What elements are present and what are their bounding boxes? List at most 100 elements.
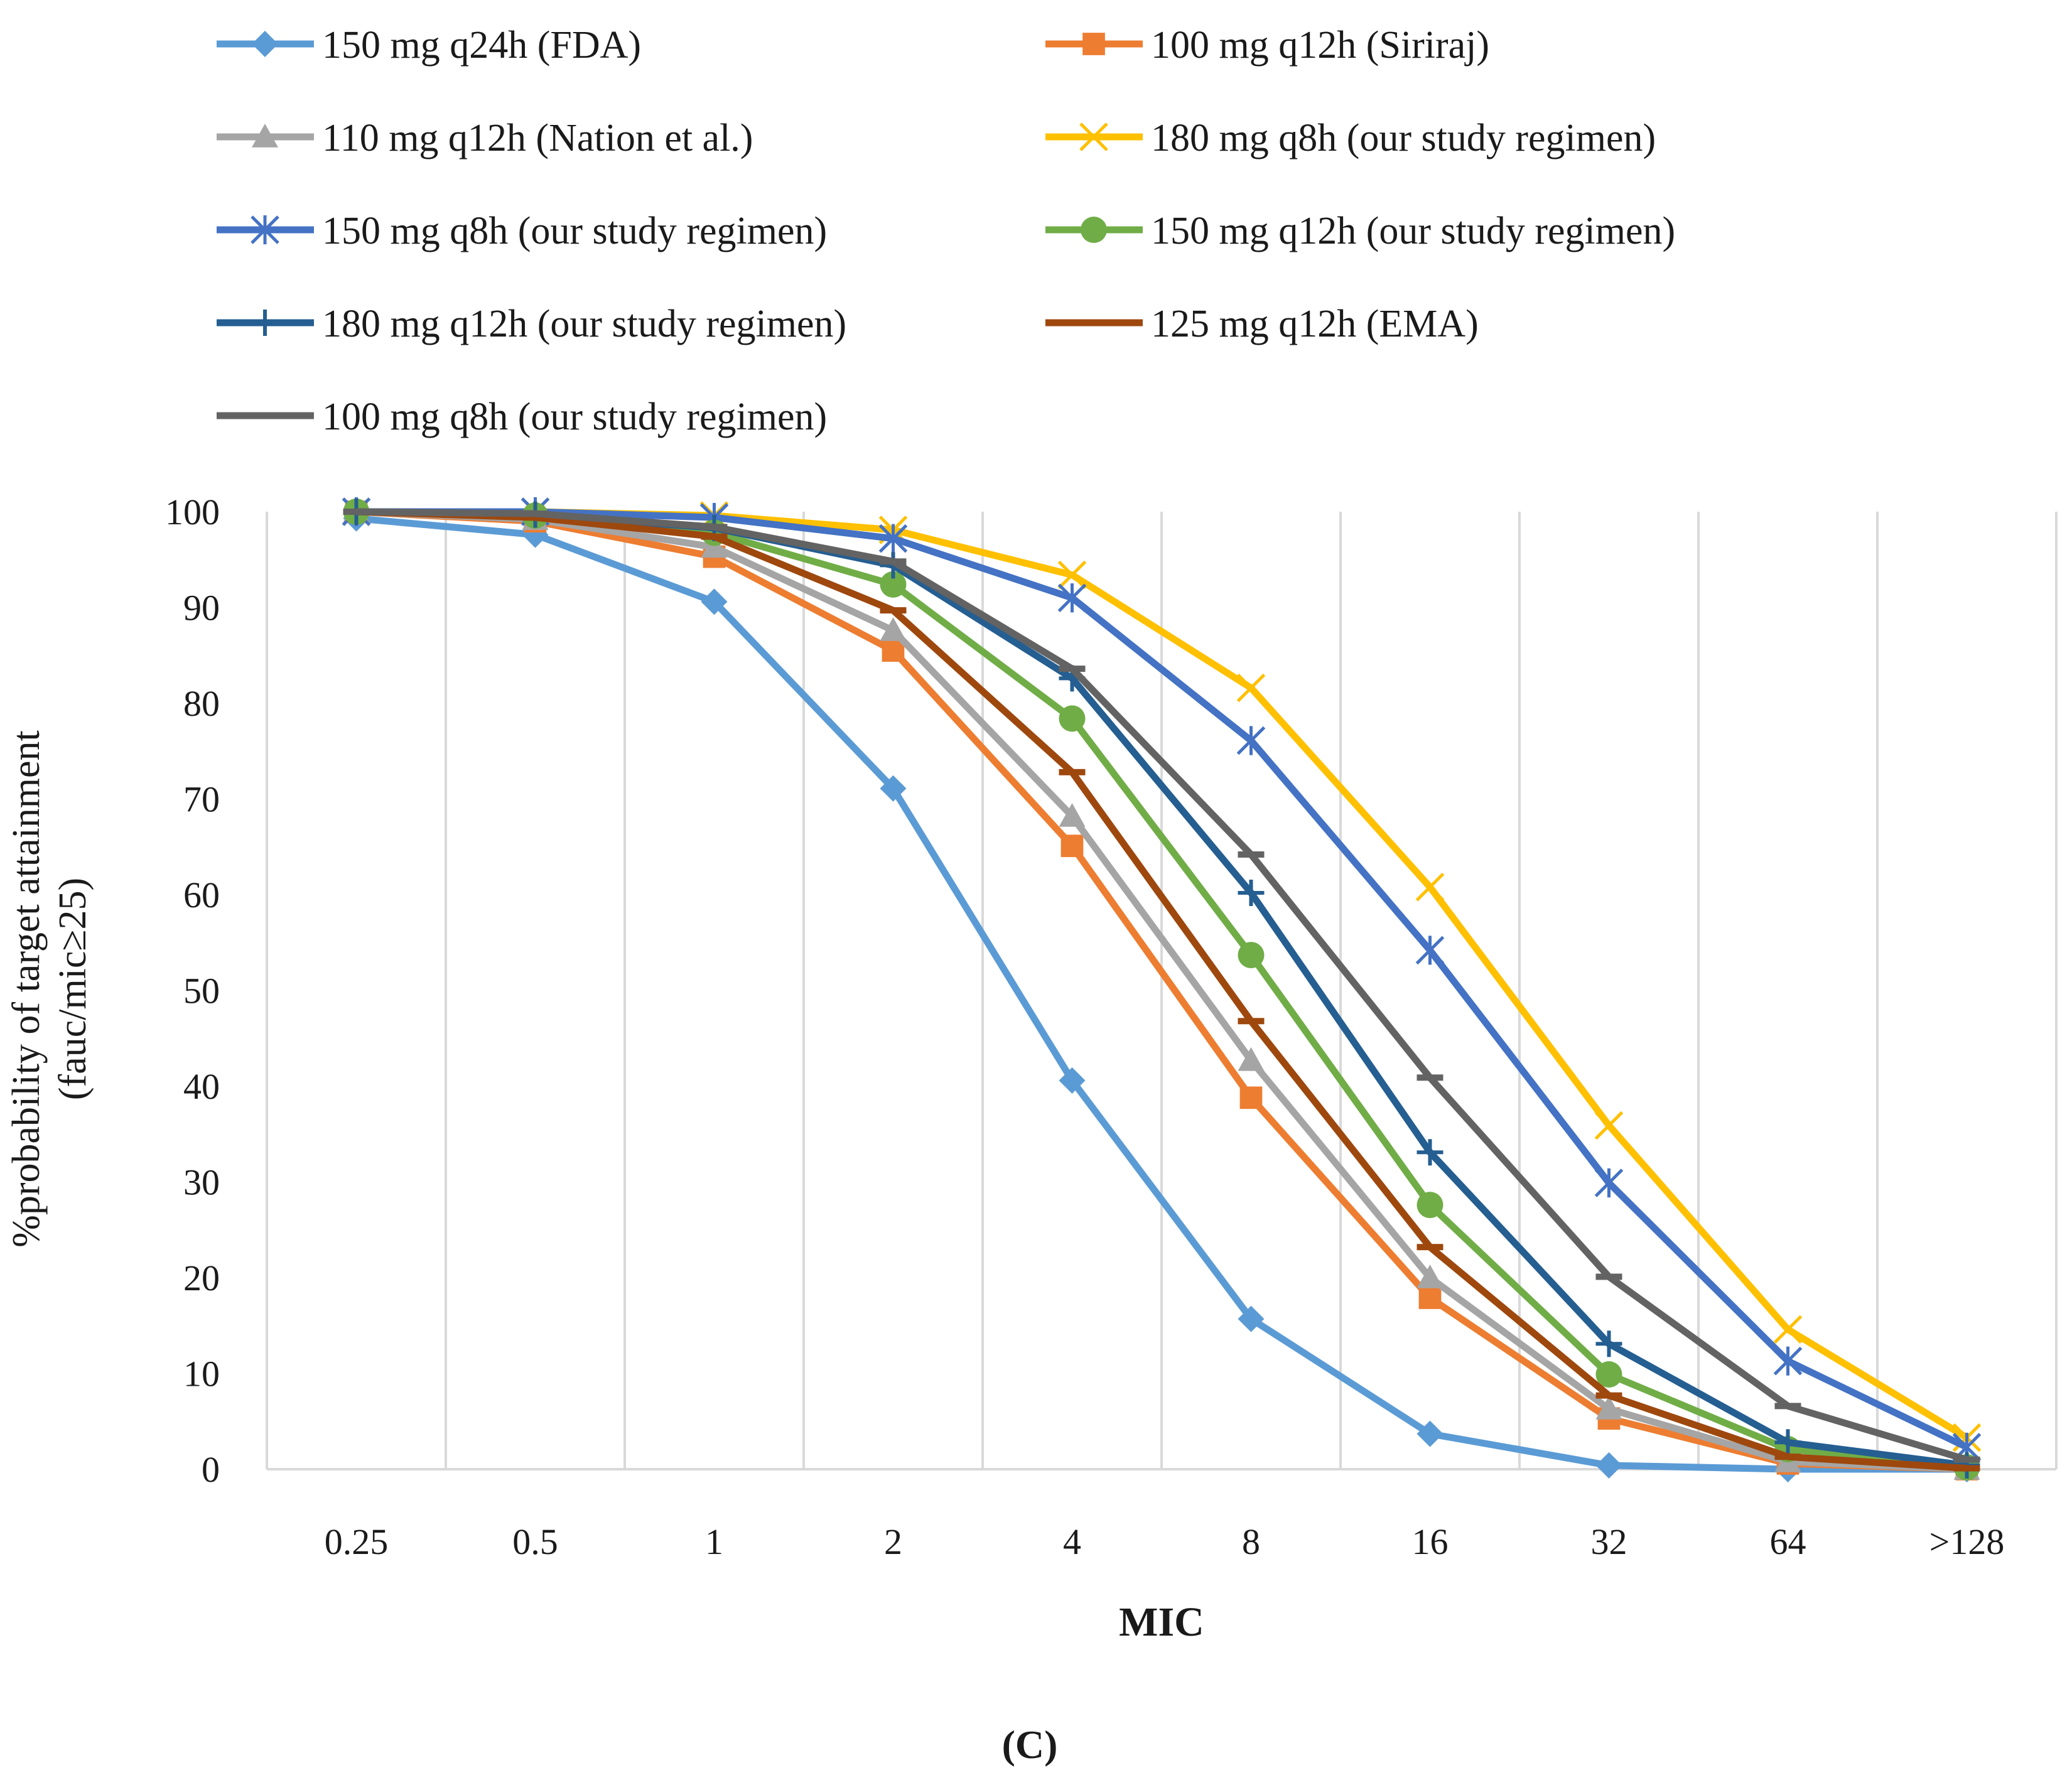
x-tick-label: 2 xyxy=(884,1521,902,1562)
legend-label: 180 mg q8h (our study regimen) xyxy=(1151,117,1656,159)
y-tick-label: 30 xyxy=(183,1162,220,1203)
legend-label: 100 mg q12h (Siriraj) xyxy=(1151,24,1489,67)
data-point xyxy=(1057,583,1087,613)
data-point xyxy=(1081,217,1107,243)
series-line xyxy=(356,508,1967,1472)
legend-entry: 150 mg q12h (our study regimen) xyxy=(1045,210,1675,252)
figure-caption: (C) xyxy=(1002,1722,1058,1767)
data-point xyxy=(1239,1086,1263,1109)
data-point xyxy=(878,524,908,553)
x-tick-label: 0.5 xyxy=(512,1521,558,1562)
data-point xyxy=(1953,1456,1980,1463)
legend-entry: 125 mg q12h (EMA) xyxy=(1045,303,1479,345)
series-line xyxy=(356,508,1967,1473)
x-tick-labels: 0.25 0.5 1 2 4 8 16 32 64 >128 xyxy=(325,1521,2005,1562)
series-group xyxy=(343,508,1980,1472)
series-line xyxy=(356,508,1967,1473)
legend-label: 125 mg q12h (EMA) xyxy=(1151,303,1479,345)
data-point xyxy=(252,124,278,148)
y-tick-label: 90 xyxy=(183,588,220,629)
data-point xyxy=(1416,1244,1443,1251)
data-point xyxy=(1595,1361,1622,1388)
data-point xyxy=(1057,560,1087,590)
series-line xyxy=(356,515,1967,1473)
data-point xyxy=(1415,873,1445,902)
data-point xyxy=(1416,1139,1443,1166)
data-point xyxy=(1059,802,1086,827)
data-point xyxy=(252,310,278,336)
data-point xyxy=(1060,834,1084,858)
legend-label: 150 mg q8h (our study regimen) xyxy=(322,210,827,252)
data-point xyxy=(880,558,907,565)
data-point xyxy=(1059,705,1086,732)
y-tick-label: 40 xyxy=(183,1066,220,1107)
y-axis-title-line2: (fauc/mic≥25) xyxy=(51,878,94,1100)
x-tick-label: 4 xyxy=(1063,1521,1081,1562)
y-tick-label: 60 xyxy=(183,875,220,915)
y-tick-label: 20 xyxy=(183,1258,220,1298)
data-point xyxy=(1236,673,1266,703)
data-point xyxy=(1079,122,1108,151)
data-point xyxy=(1953,1465,1980,1472)
data-point xyxy=(1416,1192,1443,1219)
legend-label: 150 mg q24h (FDA) xyxy=(322,24,641,67)
data-point xyxy=(1082,33,1105,55)
data-point xyxy=(1774,1454,1801,1460)
x-tick-label: 64 xyxy=(1770,1521,1806,1562)
data-point xyxy=(880,775,907,802)
data-point xyxy=(1238,1018,1265,1025)
legend-entry: 180 mg q12h (our study regimen) xyxy=(217,303,846,345)
data-point xyxy=(1059,666,1086,672)
y-tick-labels: 0 10 20 30 40 50 60 70 80 90 100 xyxy=(165,492,220,1490)
data-point xyxy=(1595,1330,1622,1357)
data-point xyxy=(252,413,278,419)
data-point xyxy=(1238,851,1265,858)
data-point xyxy=(1238,942,1265,969)
legend: 150 mg q24h (FDA) 100 mg q12h (Siriraj) 11… xyxy=(217,24,1675,438)
data-point xyxy=(1774,1403,1801,1410)
data-point xyxy=(1773,1346,1803,1376)
x-tick-label: 32 xyxy=(1591,1521,1627,1562)
x-tick-label: 0.25 xyxy=(325,1521,389,1562)
legend-label: 100 mg q8h (our study regimen) xyxy=(322,396,827,438)
y-axis-title-line1: %probability of target attainment xyxy=(5,730,48,1248)
data-point xyxy=(1594,1111,1624,1140)
data-point xyxy=(522,514,549,521)
data-point xyxy=(1238,1047,1265,1071)
legend-entry: 180 mg q8h (our study regimen) xyxy=(1045,117,1656,159)
data-point xyxy=(1416,1420,1443,1447)
y-tick-label: 70 xyxy=(183,779,220,820)
data-point xyxy=(1415,936,1445,965)
x-tick-label: >128 xyxy=(1929,1521,2005,1562)
data-point xyxy=(1595,1452,1622,1479)
data-point xyxy=(880,617,907,641)
legend-label: 150 mg q12h (our study regimen) xyxy=(1151,210,1675,252)
data-point xyxy=(701,524,728,531)
data-point xyxy=(1081,320,1107,326)
legend-entry: 100 mg q8h (our study regimen) xyxy=(217,396,827,438)
data-point xyxy=(880,571,907,598)
data-point xyxy=(1416,1265,1443,1288)
legend-entry: 150 mg q8h (our study regimen) xyxy=(217,210,827,252)
data-point xyxy=(1238,1305,1265,1332)
data-point xyxy=(880,607,907,614)
y-tick-label: 80 xyxy=(183,683,220,724)
y-tick-label: 50 xyxy=(183,971,220,1012)
series-line xyxy=(356,508,1968,1450)
data-point xyxy=(1773,1315,1803,1344)
data-point xyxy=(252,31,278,57)
x-axis-title: MIC xyxy=(1119,1599,1204,1645)
legend-entry: 100 mg q12h (Siriraj) xyxy=(1045,24,1489,67)
x-tick-label: 1 xyxy=(705,1521,723,1562)
data-point xyxy=(1418,1287,1442,1309)
x-tick-label: 8 xyxy=(1242,1521,1260,1562)
data-point xyxy=(1059,1067,1086,1094)
series-line xyxy=(356,508,1968,1464)
data-point xyxy=(1774,1429,1801,1456)
data-point xyxy=(1059,769,1086,775)
legend-label: 110 mg q12h (Nation et al.) xyxy=(322,117,753,159)
data-point xyxy=(1594,1168,1624,1198)
legend-label: 180 mg q12h (our study regimen) xyxy=(322,303,846,345)
y-tick-label: 100 xyxy=(165,492,220,532)
